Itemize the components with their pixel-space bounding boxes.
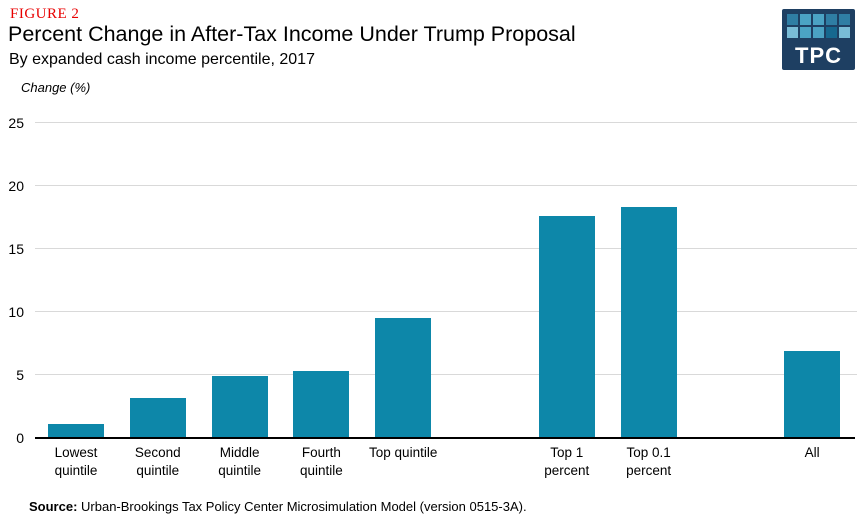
source-note: Source: Urban-Brookings Tax Policy Cente… bbox=[29, 499, 527, 514]
bar-all bbox=[784, 350, 841, 438]
bar-fourth-quintile bbox=[293, 370, 350, 438]
logo-square bbox=[787, 14, 798, 25]
x-category-label-fourth-quintile: Fourth quintile bbox=[300, 445, 343, 478]
logo-square bbox=[826, 14, 837, 25]
bar-second-quintile bbox=[129, 398, 186, 438]
gridline-15 bbox=[35, 248, 857, 249]
x-category-label-top-quintile: Top quintile bbox=[369, 445, 438, 460]
bar-top-quintile bbox=[375, 317, 432, 438]
y-tick-label-25: 25 bbox=[8, 114, 24, 131]
bar-middle-quintile bbox=[211, 375, 268, 438]
gridline-5 bbox=[35, 374, 857, 375]
bar-top-0-1-percent bbox=[620, 206, 677, 438]
logo-square bbox=[800, 27, 811, 38]
logo-square bbox=[787, 27, 798, 38]
y-tick-label-15: 15 bbox=[8, 240, 24, 257]
x-category-label-lowest-quintile: Lowest quintile bbox=[54, 445, 98, 478]
logo-square bbox=[826, 27, 837, 38]
source-label: Source: bbox=[29, 499, 78, 514]
logo-square bbox=[839, 27, 850, 38]
x-axis-line bbox=[35, 436, 855, 439]
x-category-label-all: All bbox=[804, 445, 820, 460]
gridline-20 bbox=[35, 185, 857, 186]
gridline-25 bbox=[35, 122, 857, 123]
logo-square bbox=[813, 27, 824, 38]
logo-square bbox=[839, 14, 850, 25]
bar-lowest-quintile bbox=[48, 423, 104, 438]
y-tick-label-20: 20 bbox=[8, 177, 24, 194]
x-category-label-second-quintile: Second quintile bbox=[134, 445, 181, 478]
chart-subtitle: By expanded cash income percentile, 2017 bbox=[9, 51, 315, 68]
x-category-label-middle-quintile: Middle quintile bbox=[218, 445, 261, 478]
y-tick-label-10: 10 bbox=[8, 303, 24, 320]
y-axis-unit-label: Change (%) bbox=[21, 80, 91, 95]
y-tick-label-5: 5 bbox=[16, 366, 24, 383]
y-tick-label-0: 0 bbox=[16, 429, 24, 446]
gridline-10 bbox=[35, 311, 857, 312]
tpc-logo-grid-icon bbox=[787, 14, 850, 38]
source-text: Urban-Brookings Tax Policy Center Micros… bbox=[77, 499, 527, 514]
figure-label: FIGURE 2 bbox=[10, 6, 80, 22]
bar-top-1-percent bbox=[538, 215, 595, 438]
tpc-logo: TPC bbox=[782, 9, 855, 70]
chart-title: Percent Change in After-Tax Income Under… bbox=[8, 22, 576, 46]
x-category-label-top-1-percent: Top 1 percent bbox=[544, 445, 590, 478]
logo-square bbox=[800, 14, 811, 25]
x-category-label-top-0-1-percent: Top 0.1 percent bbox=[626, 445, 672, 478]
logo-square bbox=[813, 14, 824, 25]
tpc-logo-text: TPC bbox=[795, 43, 842, 68]
